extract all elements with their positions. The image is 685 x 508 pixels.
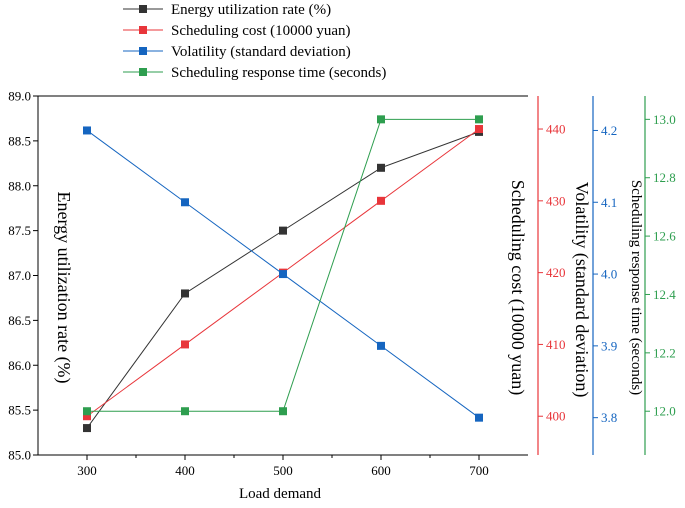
series-layer bbox=[83, 115, 483, 433]
y-tick-label: 430 bbox=[546, 193, 566, 208]
y-tick-label: 88.0 bbox=[8, 178, 31, 193]
y-tick-label: 87.5 bbox=[8, 223, 31, 238]
legend-marker bbox=[139, 5, 147, 13]
x-tick-label: 300 bbox=[77, 463, 97, 478]
y-tick-label: 12.4 bbox=[653, 287, 676, 302]
data-point bbox=[475, 115, 483, 124]
data-point bbox=[279, 270, 287, 279]
y-tick-label: 4.1 bbox=[601, 195, 617, 210]
legend: Energy utilization rate (%) Scheduling co… bbox=[123, 2, 386, 81]
data-point bbox=[181, 407, 189, 416]
data-point bbox=[377, 163, 385, 172]
data-point bbox=[83, 424, 91, 433]
y-tick-label: 87.0 bbox=[8, 268, 31, 283]
y-axis-title: Energy utilization rate (%) bbox=[53, 191, 74, 383]
data-point bbox=[475, 125, 483, 134]
y-axis-title: Scheduling response time (seconds) bbox=[628, 180, 644, 395]
y-tick-label: 4.2 bbox=[601, 123, 617, 138]
y-tick-label: 13.0 bbox=[653, 112, 676, 127]
data-point bbox=[181, 340, 189, 349]
y-tick-label: 400 bbox=[546, 409, 566, 424]
data-point bbox=[377, 115, 385, 124]
legend-marker bbox=[139, 26, 147, 34]
legend-label: Energy utilization rate (%) bbox=[171, 2, 331, 18]
y-tick-label: 89.0 bbox=[8, 89, 31, 104]
x-tick-label: 700 bbox=[469, 463, 489, 478]
x-axis-title: Load demand bbox=[239, 486, 322, 502]
legend-marker bbox=[139, 47, 147, 55]
data-point bbox=[83, 126, 91, 135]
series-line bbox=[87, 118, 479, 412]
y-tick-label: 420 bbox=[546, 265, 566, 280]
x-tick-label: 600 bbox=[371, 463, 391, 478]
legend-marker bbox=[139, 68, 147, 76]
data-point bbox=[83, 407, 91, 416]
x-tick-label: 500 bbox=[273, 463, 293, 478]
y-tick-label: 85.0 bbox=[8, 448, 31, 463]
x-tick-label: 400 bbox=[175, 463, 195, 478]
y-tick-label: 88.5 bbox=[8, 133, 31, 148]
y-tick-label: 12.8 bbox=[653, 170, 676, 185]
data-point bbox=[181, 198, 189, 207]
y-tick-label: 440 bbox=[546, 122, 566, 137]
legend-label: Scheduling response time (seconds) bbox=[171, 65, 386, 81]
y-tick-label: 410 bbox=[546, 337, 566, 352]
data-point bbox=[83, 412, 91, 421]
y-tick-label: 3.9 bbox=[601, 338, 617, 353]
y-tick-label: 12.6 bbox=[653, 229, 676, 244]
data-point bbox=[279, 226, 287, 235]
y-tick-label: 3.8 bbox=[601, 410, 617, 425]
y-tick-label: 12.0 bbox=[653, 404, 676, 419]
y-axis-title: Volatility (standard deviation) bbox=[571, 182, 592, 398]
data-point bbox=[181, 289, 189, 298]
axes: 300 400 500 600 700 Load demand 85.0 85.5 86.0 86… bbox=[8, 89, 676, 503]
y-tick-label: 4.0 bbox=[601, 267, 617, 282]
legend-label: Volatility (standard deviation) bbox=[171, 44, 351, 60]
y-tick-label: 86.0 bbox=[8, 358, 31, 373]
data-point bbox=[377, 196, 385, 205]
y-tick-label: 12.2 bbox=[653, 345, 676, 360]
legend-label: Scheduling cost (10000 yuan) bbox=[171, 23, 351, 39]
y-tick-label: 85.5 bbox=[8, 403, 31, 418]
series-line bbox=[86, 131, 480, 429]
y-axis-title: Scheduling cost (10000 yuan) bbox=[507, 180, 528, 395]
data-point bbox=[279, 407, 287, 416]
data-point bbox=[377, 341, 385, 350]
y-tick-label: 86.5 bbox=[8, 313, 31, 328]
data-point bbox=[475, 413, 483, 422]
